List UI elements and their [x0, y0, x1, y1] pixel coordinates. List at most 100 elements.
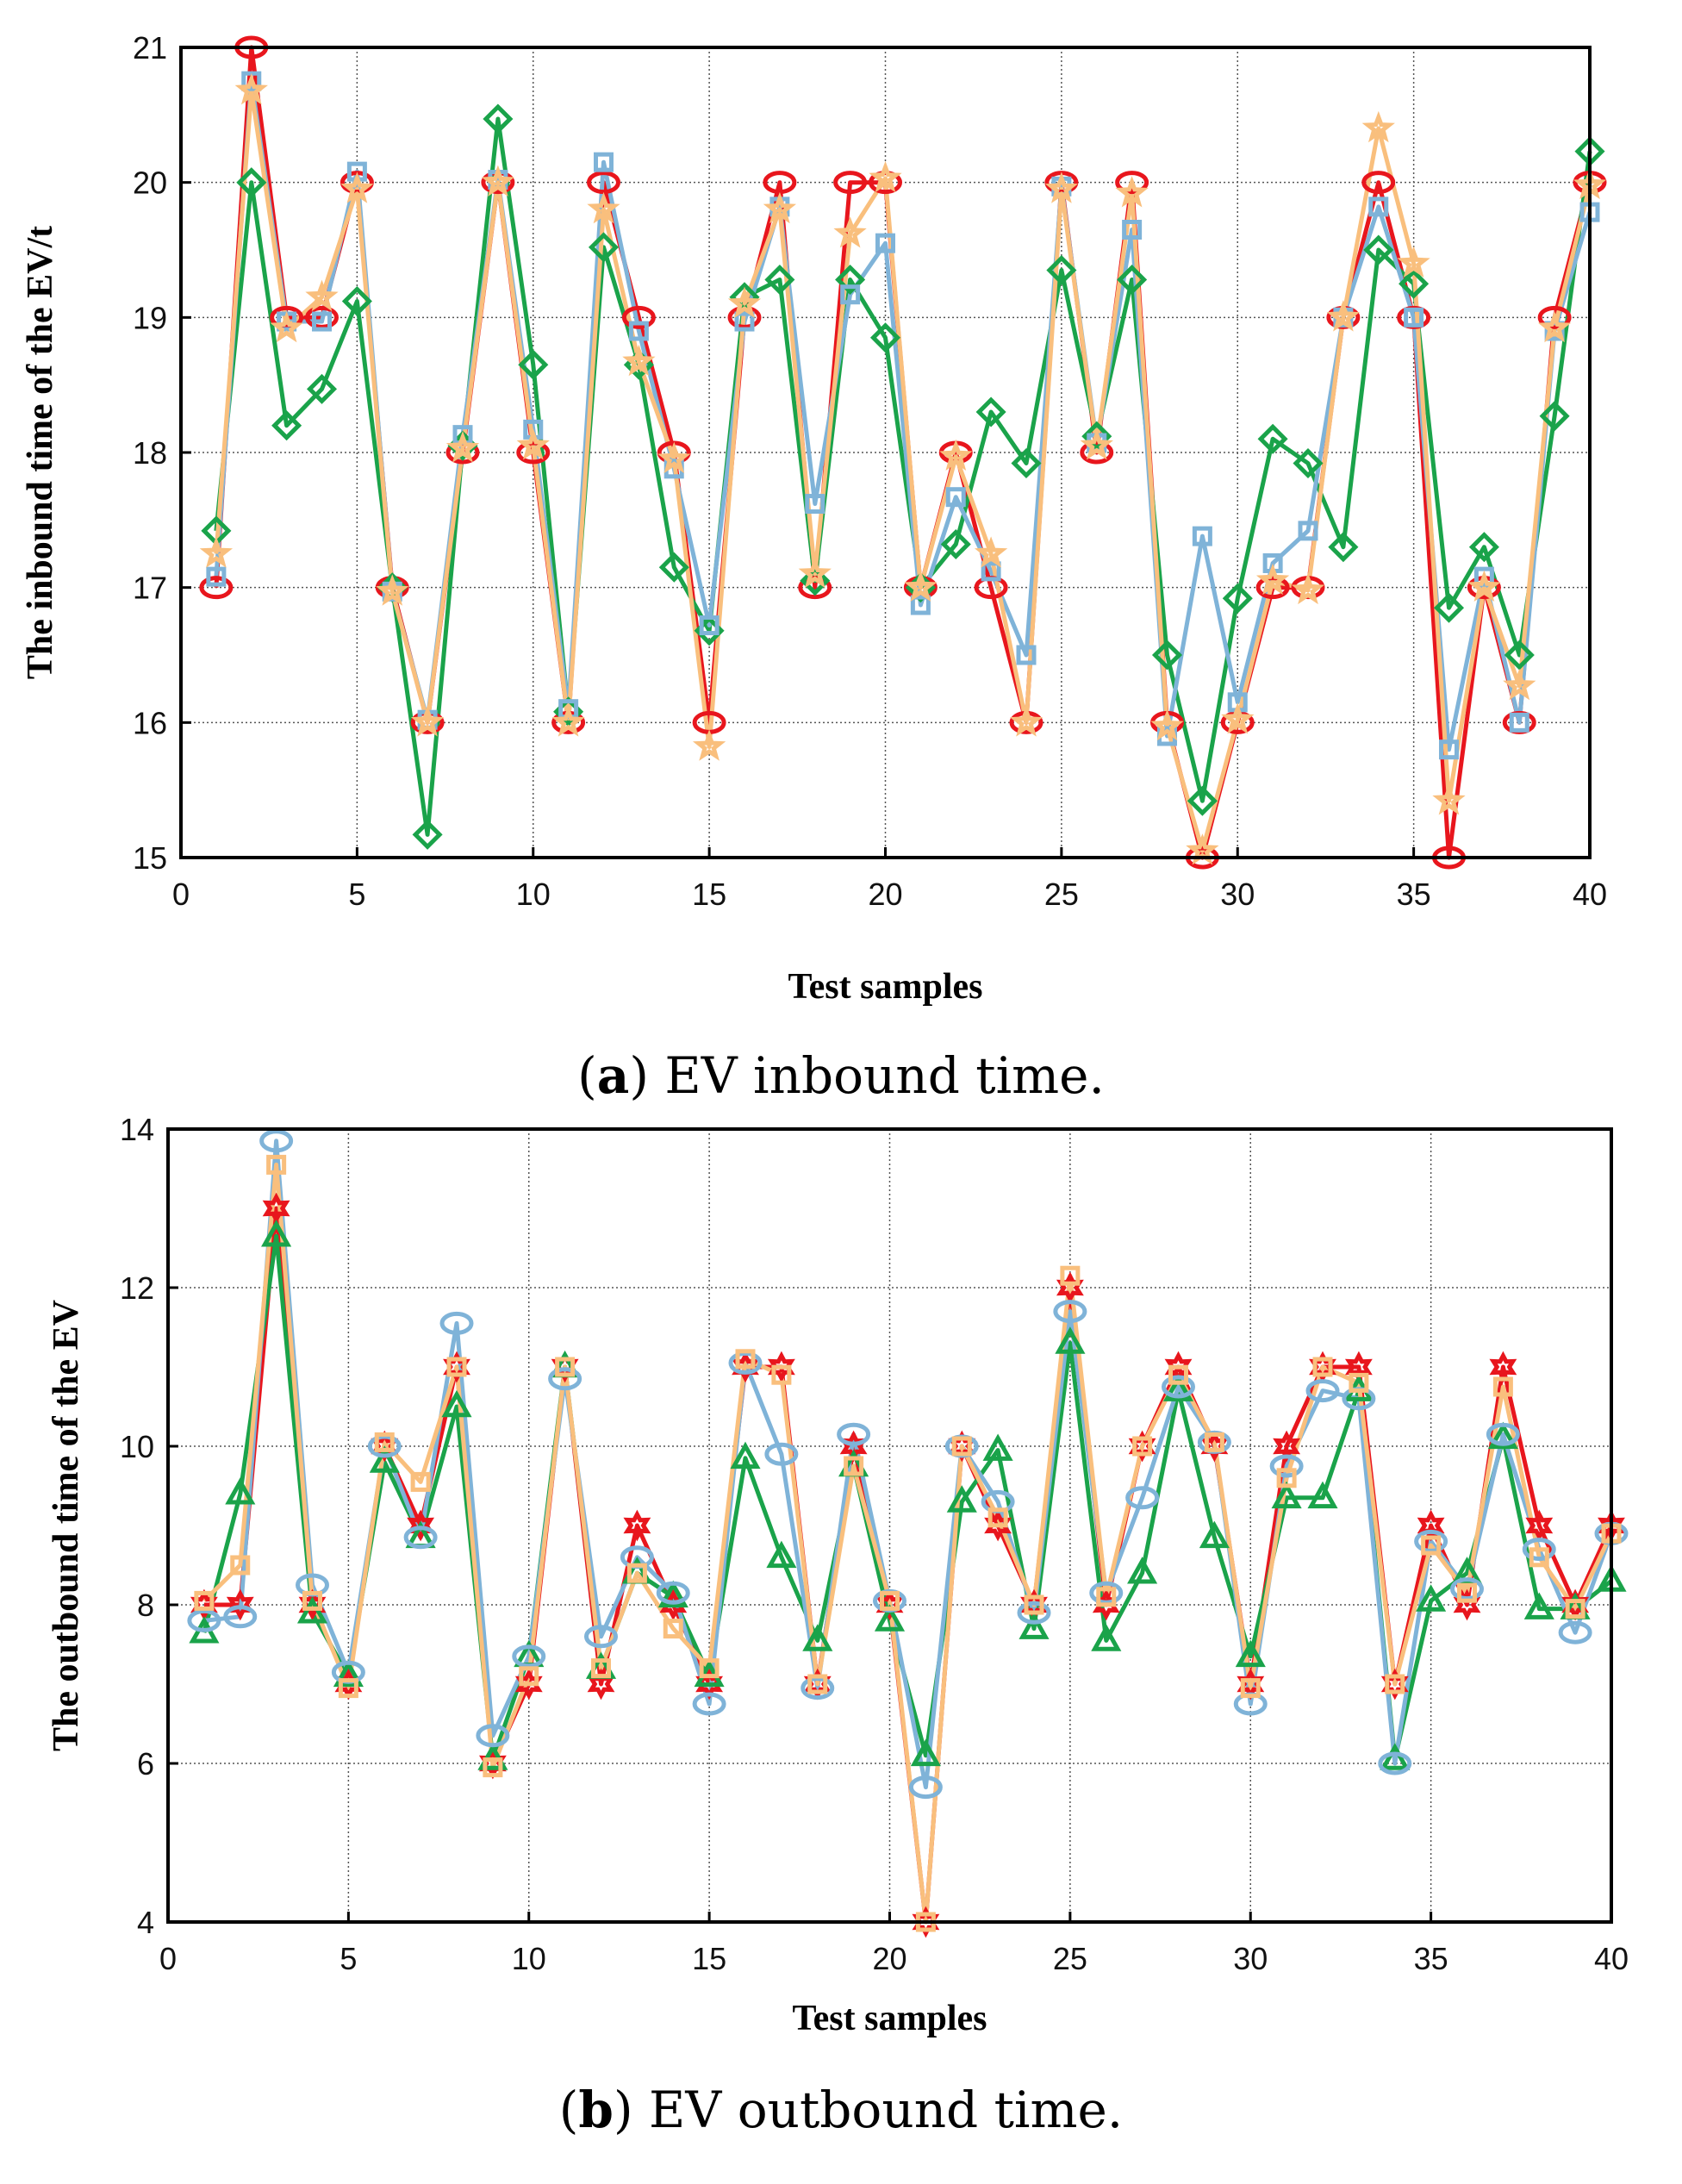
- data-point-s1: [270, 305, 304, 329]
- data-point-s2: [1416, 1584, 1447, 1612]
- x-tick-label: 40: [1594, 1941, 1629, 1976]
- data-point-s4: [338, 1678, 358, 1699]
- data-point-s3: [1509, 712, 1529, 733]
- data-point-s1: [199, 576, 234, 600]
- data-point-s1: [1255, 576, 1290, 600]
- data-point-s3: [628, 321, 649, 341]
- data-point-s2: [588, 232, 620, 263]
- data-point-s4: [519, 1666, 539, 1687]
- data-point-s2: [341, 285, 372, 317]
- data-point-s1: [226, 1588, 254, 1621]
- tick-labels: 0 5 10 15 20 25 30 35 40 4 6 8 10 12 14: [120, 1112, 1629, 1976]
- data-point-s4: [446, 1357, 467, 1377]
- data-point-s2: [1328, 532, 1359, 563]
- data-point-s3: [1192, 526, 1212, 546]
- data-point-s1: [262, 1192, 290, 1225]
- data-point-s1: [1537, 305, 1572, 329]
- data-point-s2: [1117, 264, 1148, 296]
- data-point-s3: [728, 1351, 763, 1375]
- data-point-s1: [1080, 440, 1114, 465]
- data-point-s2: [1055, 1326, 1086, 1354]
- data-point-s4: [1060, 1265, 1081, 1286]
- data-point-s4: [699, 1658, 720, 1679]
- data-point-s2: [1307, 1481, 1338, 1509]
- data-point-s2: [975, 396, 1006, 427]
- x-tick-label: 10: [516, 877, 551, 912]
- data-point-s3: [945, 487, 966, 508]
- data-point-s3: [1122, 220, 1143, 240]
- data-point-s3: [1378, 1751, 1412, 1775]
- data-point-s4: [622, 344, 656, 377]
- data-point-s2: [1523, 1592, 1554, 1619]
- data-point-s4: [516, 428, 550, 460]
- data-point-s4: [587, 191, 620, 224]
- data-point-s4: [1221, 702, 1255, 734]
- data-point-s4: [1457, 1582, 1477, 1603]
- data-point-s3: [981, 561, 1001, 582]
- data-point-s3: [1404, 307, 1424, 328]
- data-point-s2: [766, 1540, 797, 1569]
- data-point-s2: [271, 410, 302, 441]
- data-point-s4: [1009, 705, 1043, 737]
- data-point-s2: [1187, 785, 1218, 816]
- data-point-s2: [1539, 401, 1570, 432]
- series-line-4: [202, 1162, 1614, 1925]
- tick-labels: 0 5 10 15 20 25 30 35 40 15 16 17 18 19 20 21: [133, 30, 1607, 912]
- x-tick-label: 25: [1044, 877, 1079, 912]
- y-tick-label: 15: [133, 840, 167, 876]
- data-point-s4: [1255, 563, 1290, 596]
- data-point-s3: [1450, 1577, 1484, 1601]
- x-tick-label: 15: [692, 877, 726, 912]
- data-point-s2: [1019, 1612, 1050, 1639]
- data-point-s3: [439, 1311, 474, 1335]
- caption-a-text: EV inbound time.: [664, 1046, 1105, 1105]
- data-point-s4: [939, 439, 973, 471]
- data-point-s3: [1486, 1422, 1520, 1446]
- data-point-s4: [1024, 1594, 1044, 1615]
- data-point-s2: [518, 349, 549, 380]
- data-point-s3: [1269, 1454, 1304, 1478]
- data-point-s4: [234, 72, 268, 105]
- data-point-s4: [1421, 1535, 1442, 1556]
- data-point-s4: [880, 1590, 900, 1611]
- data-point-s2: [658, 552, 689, 583]
- data-point-s4: [1467, 570, 1501, 602]
- x-tick-label: 0: [159, 1941, 177, 1976]
- data-point-s3: [1089, 1581, 1124, 1605]
- data-point-s2: [800, 565, 831, 596]
- data-point-s3: [1414, 1529, 1448, 1553]
- data-point-s4: [1349, 1372, 1369, 1393]
- y-tick-label: 19: [133, 300, 167, 335]
- x-tick-label: 20: [868, 877, 902, 912]
- caption-a: (a) EV inbound time.: [577, 1046, 1105, 1105]
- x-tick-label: 20: [872, 1941, 906, 1976]
- x-tick-label: 35: [1414, 1941, 1448, 1976]
- y-tick-label: 16: [133, 705, 167, 740]
- data-point-s2: [802, 1624, 833, 1651]
- data-point-s2: [306, 373, 338, 404]
- data-point-s2: [1504, 640, 1535, 671]
- data-point-s3: [1016, 645, 1037, 665]
- data-point-s3: [837, 1422, 871, 1446]
- data-point-s1: [587, 171, 620, 195]
- chart-inbound-time: 0 5 10 15 20 25 30 35 40 15 16 17 18 19 20 21 Test samp…: [21, 30, 1607, 1105]
- x-tick-label: 15: [692, 1941, 726, 1976]
- data-point-s2: [1222, 583, 1253, 614]
- data-point-s3: [594, 152, 614, 172]
- x-tick-label: 30: [1220, 877, 1255, 912]
- data-point-s4: [1204, 1432, 1224, 1452]
- caption-b: (b) EV outbound time.: [559, 2081, 1123, 2139]
- data-point-s4: [230, 1555, 251, 1576]
- data-point-s4: [1432, 783, 1466, 815]
- data-point-s4: [663, 1619, 683, 1639]
- data-point-s3: [910, 595, 931, 615]
- data-point-s4: [376, 574, 409, 606]
- data-point-s2: [1151, 640, 1183, 671]
- data-point-s4: [1385, 1674, 1405, 1694]
- y-axis-label: The inbound time of the EV/t: [21, 226, 60, 679]
- data-point-s3: [1298, 521, 1318, 541]
- data-point-s2: [1433, 592, 1465, 623]
- y-tick-label: 12: [120, 1270, 154, 1306]
- data-point-s4: [340, 172, 374, 203]
- data-point-s3: [1439, 739, 1459, 760]
